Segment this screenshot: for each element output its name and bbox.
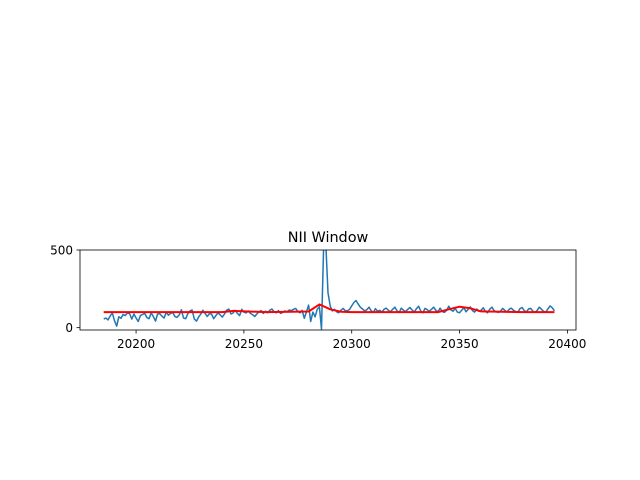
x-tick-label: 20200 [117,337,155,351]
axes-frame [79,249,577,331]
series-layer [103,250,556,330]
y-axis: 0 500 [50,244,80,335]
y-tick-label: 500 [50,244,73,258]
series-line-fit [103,303,555,314]
y-tick-label: 0 [65,321,73,335]
x-tick-label: 20300 [333,337,371,351]
x-axis: 20200 20250 20300 20350 20400 [117,330,586,351]
chart-title: NII Window [288,230,369,246]
x-tick-label: 20400 [548,337,586,351]
x-tick-label: 20250 [225,337,263,351]
x-tick-label: 20350 [440,337,478,351]
plot-area: 20200 20250 20300 20350 20400 0 500 [50,244,586,352]
